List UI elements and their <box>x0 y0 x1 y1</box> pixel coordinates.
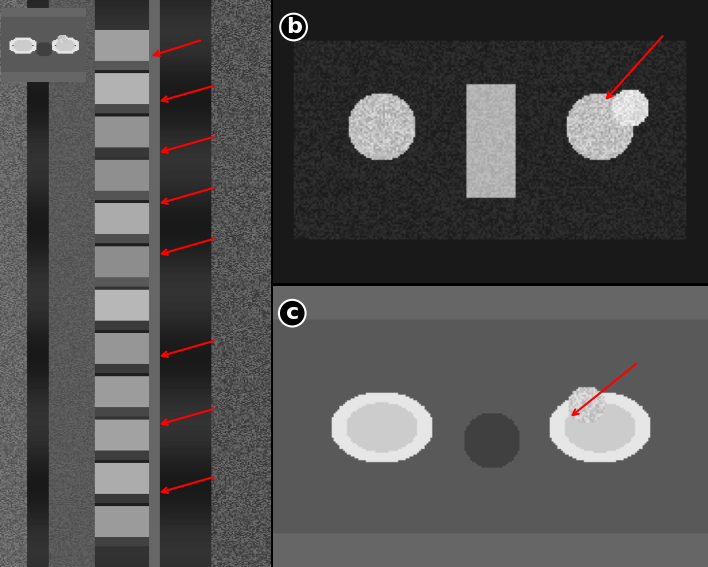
Text: b: b <box>285 17 302 37</box>
Text: c: c <box>285 303 299 323</box>
